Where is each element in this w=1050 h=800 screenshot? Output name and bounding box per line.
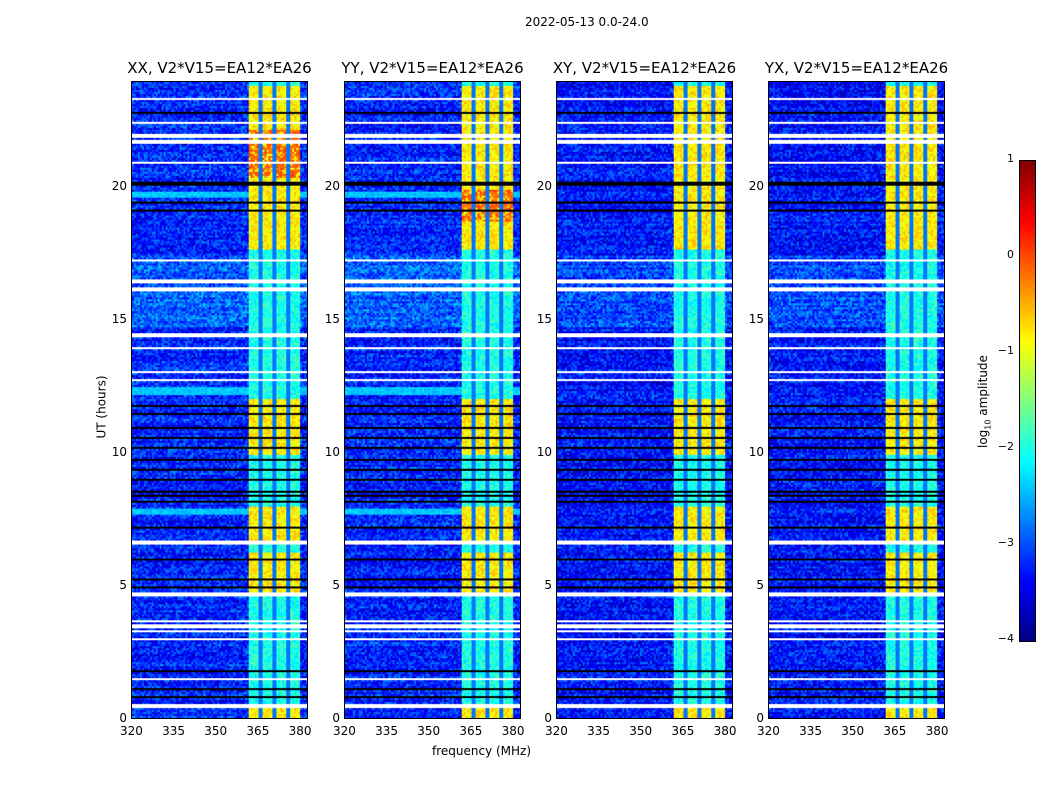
x-tick-label: 350: [204, 724, 228, 738]
x-tick-label: 350: [629, 724, 653, 738]
x-tick-label: 335: [162, 724, 186, 738]
x-tick-label: 380: [288, 724, 312, 738]
x-axis-label: frequency (MHz): [432, 744, 532, 758]
colorbar-label: log10 amplitude: [976, 355, 993, 448]
y-tick-label: 10: [111, 445, 127, 460]
x-tick-label: 380: [925, 724, 949, 738]
y-tick-label: 10: [536, 445, 552, 460]
x-tick-label: 320: [545, 724, 568, 738]
y-tick-label: 0: [544, 711, 552, 725]
x-tick-label: 335: [799, 724, 823, 738]
x-tick-label: 350: [841, 724, 865, 738]
spectrogram-panel-yx: [768, 81, 945, 719]
colorbar-tick-label: −2: [997, 440, 1014, 453]
figure-title: 2022-05-13 0.0-24.0: [525, 15, 649, 29]
y-tick-label: 10: [324, 445, 340, 460]
panel-title: YY, V2*V15=EA12*EA26: [341, 59, 524, 77]
y-axis-label: UT (hours): [94, 375, 109, 439]
colorbar-tick-label: −3: [997, 536, 1014, 549]
x-tick-label: 320: [120, 724, 143, 738]
x-tick-label: 335: [587, 724, 611, 738]
y-tick-label: 0: [119, 711, 127, 725]
y-tick-label: 5: [544, 578, 552, 593]
y-tick-label: 0: [332, 711, 340, 725]
x-tick-label: 365: [671, 724, 695, 738]
x-tick-label: 335: [375, 724, 399, 738]
y-tick-label: 15: [111, 312, 127, 327]
panel-title: XX, V2*V15=EA12*EA26: [127, 59, 312, 77]
y-tick-label: 20: [536, 179, 552, 194]
y-tick-label: 0: [756, 711, 764, 725]
colorbar-tick-label: −1: [997, 344, 1014, 357]
y-tick-label: 5: [332, 578, 340, 593]
y-tick-label: 15: [324, 312, 340, 327]
spectrogram-panel-xy: [556, 81, 733, 719]
x-tick-label: 320: [757, 724, 780, 738]
colorbar-tick-label: 0: [1007, 248, 1014, 261]
y-tick-label: 5: [119, 578, 127, 593]
y-tick-label: 15: [748, 312, 764, 327]
colorbar-tick-label: −4: [997, 632, 1014, 645]
spectrogram-panel-xx: [131, 81, 308, 719]
y-tick-label: 20: [111, 179, 127, 194]
spectrogram-panel-yy: [344, 81, 521, 719]
x-tick-label: 380: [713, 724, 737, 738]
y-tick-label: 15: [536, 312, 552, 327]
x-tick-label: 365: [459, 724, 483, 738]
y-tick-label: 5: [756, 578, 764, 593]
panel-title: YX, V2*V15=EA12*EA26: [764, 59, 949, 77]
x-tick-label: 320: [333, 724, 356, 738]
y-tick-label: 20: [324, 179, 340, 194]
colorbar: [1019, 160, 1036, 642]
x-tick-label: 365: [246, 724, 270, 738]
y-tick-label: 20: [748, 179, 764, 194]
colorbar-tick-label: 1: [1007, 152, 1014, 165]
y-tick-label: 10: [748, 445, 764, 460]
x-tick-label: 350: [417, 724, 441, 738]
x-tick-label: 380: [501, 724, 525, 738]
panel-title: XY, V2*V15=EA12*EA26: [552, 59, 737, 77]
x-tick-label: 365: [883, 724, 907, 738]
